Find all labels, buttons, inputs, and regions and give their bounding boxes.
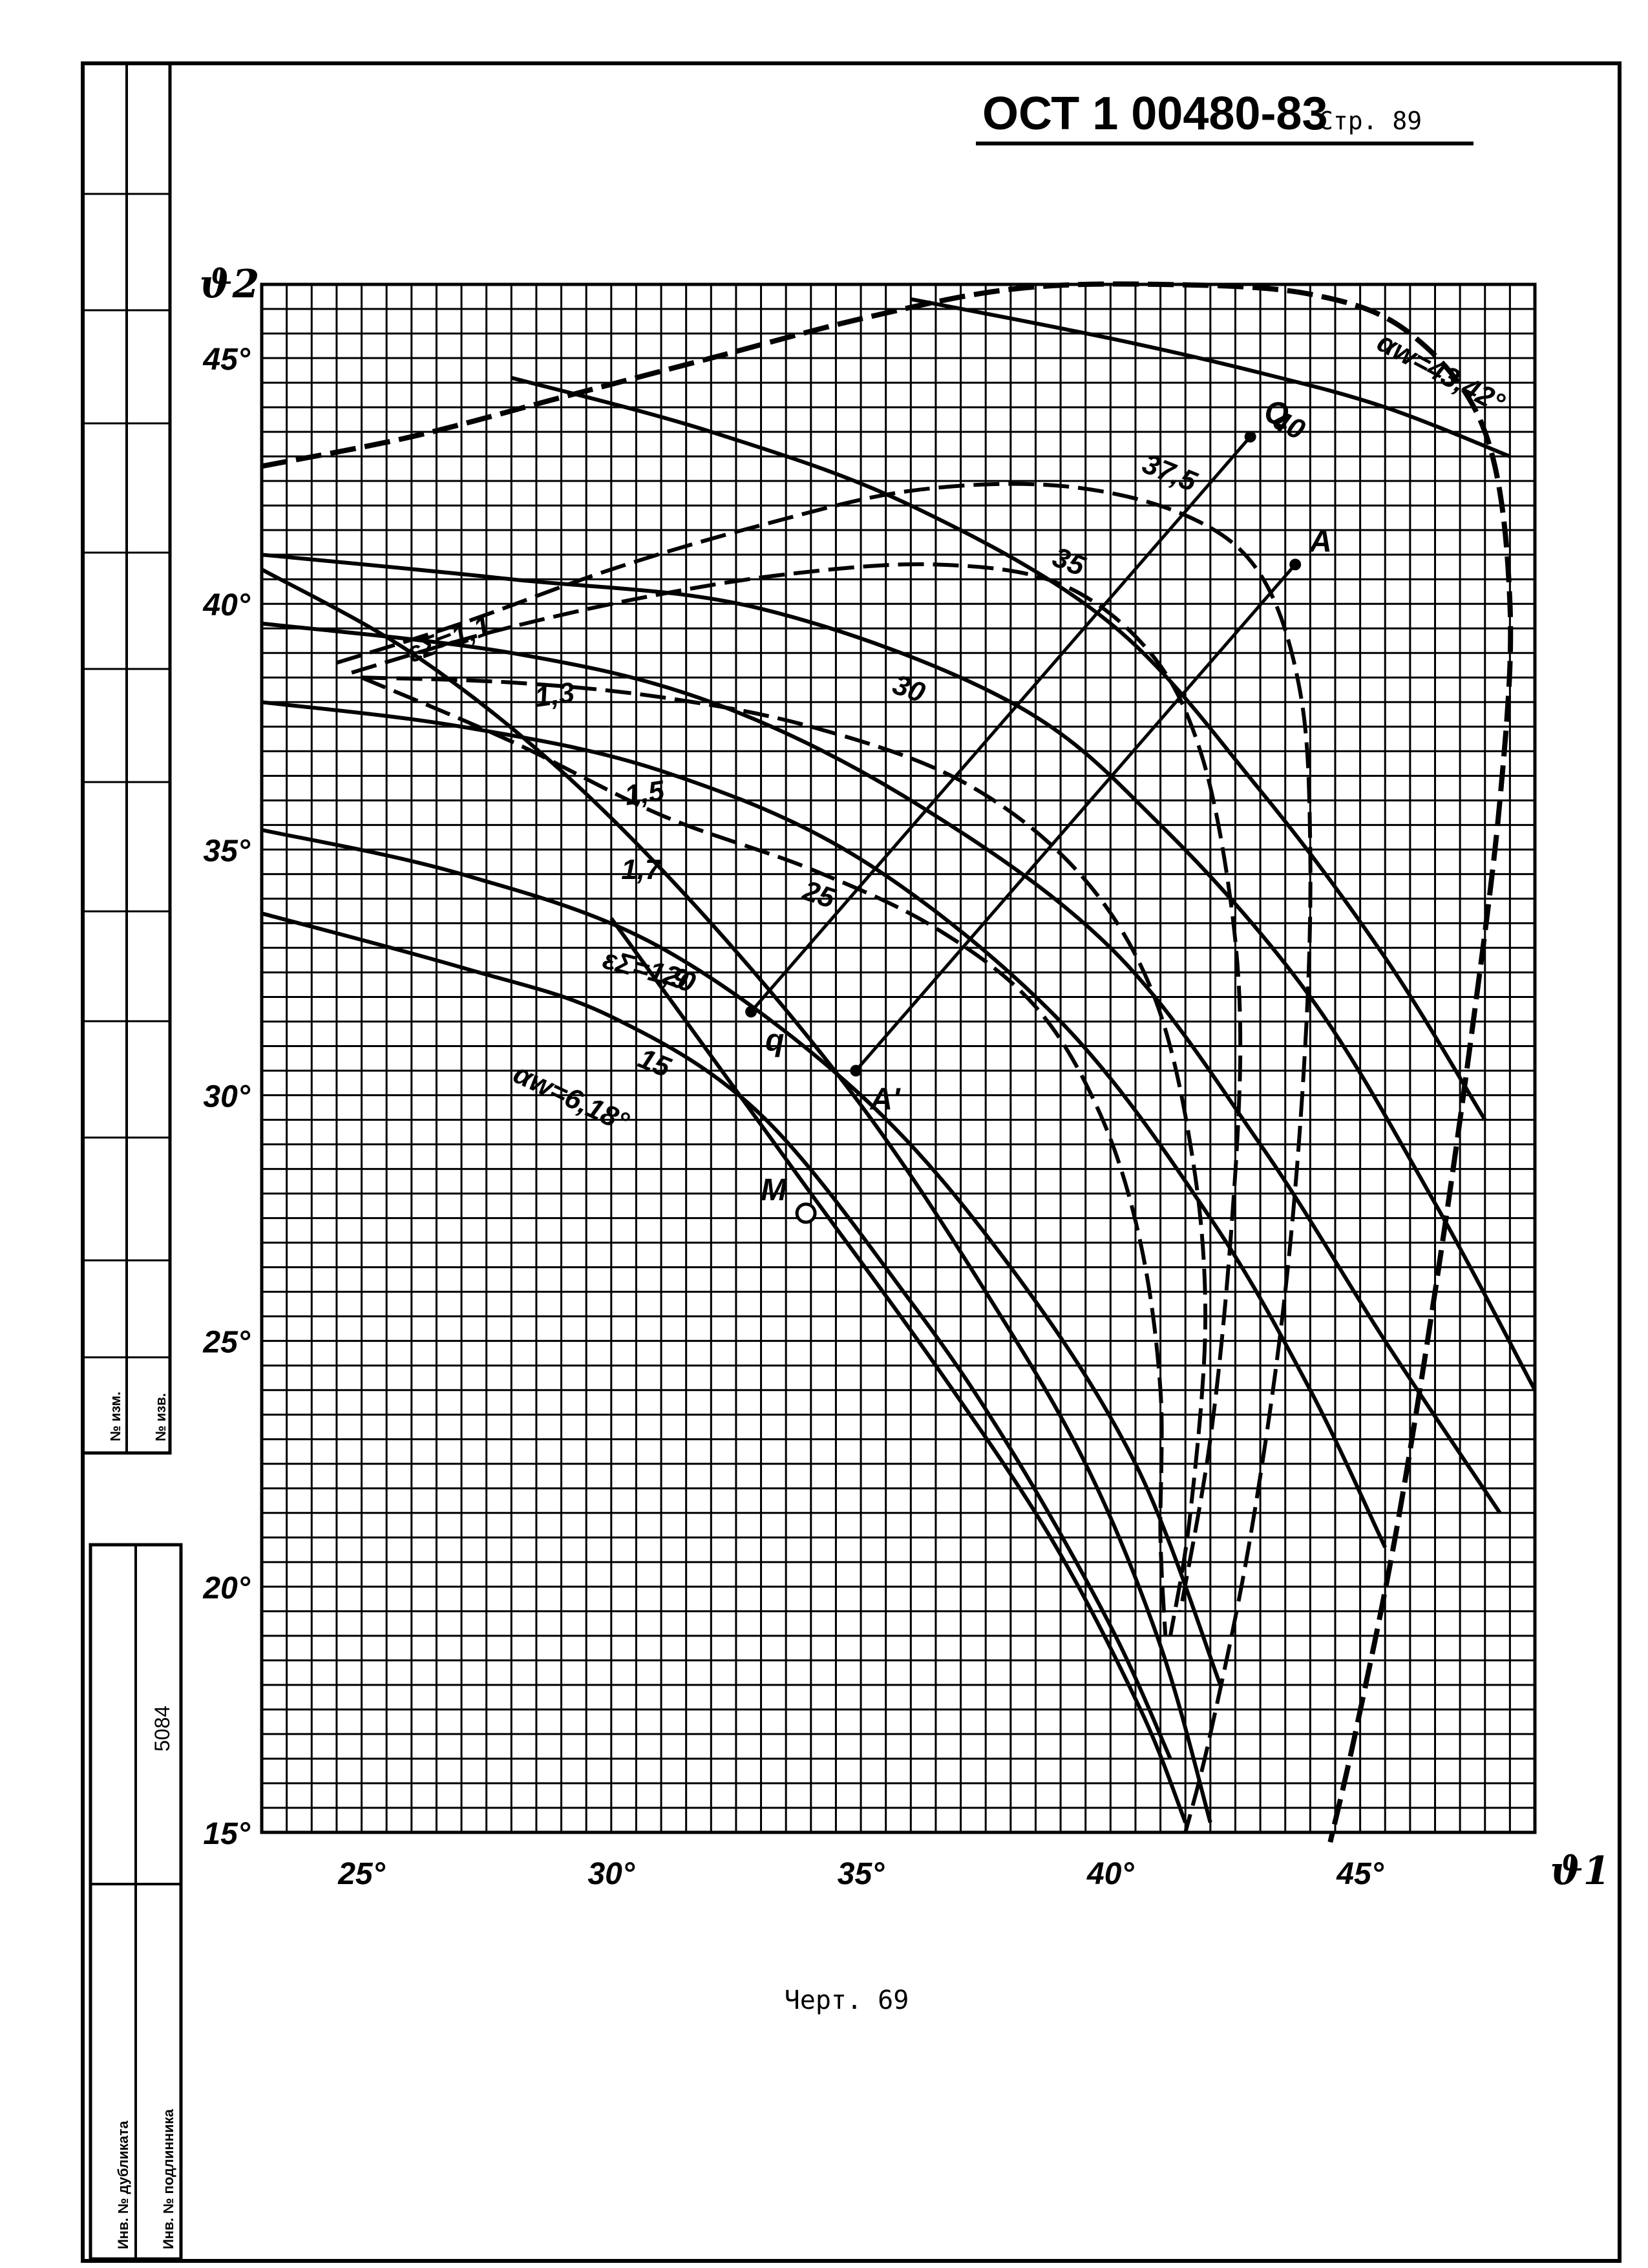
x-tick-label: 45° xyxy=(1336,1857,1384,1891)
alpha-curve xyxy=(261,553,1537,1392)
point-label: M xyxy=(761,1173,787,1207)
construction-line xyxy=(750,436,1252,1013)
alpha-curve xyxy=(261,911,1172,1760)
construction-line xyxy=(854,563,1297,1072)
sidebar-podl-label: Инв. № подлинника xyxy=(160,2109,176,2249)
point-marker xyxy=(795,1202,817,1224)
y-tick-label: 40° xyxy=(202,588,250,622)
figure-caption: Черт. 69 xyxy=(785,1986,909,2015)
page-background xyxy=(13,13,1635,2262)
point-label: A' xyxy=(869,1083,901,1117)
alpha-curve xyxy=(261,621,1502,1514)
chart-axes: 25° 30° 35° 40° 45° 15° 20° 25° 30° 35° 40° 45° ϑ1 ϑ2 xyxy=(200,262,1611,1894)
epsilon-curve xyxy=(261,281,1514,1843)
epsilon-curve xyxy=(336,482,1313,1833)
x-tick-label: 30° xyxy=(587,1857,635,1891)
x-tick-label: 35° xyxy=(838,1857,885,1891)
y-tick-label: 35° xyxy=(203,834,250,868)
point-label: q xyxy=(765,1023,784,1057)
alpha-curve xyxy=(609,917,1187,1823)
y-tick-label: 20° xyxy=(202,1571,250,1606)
sidebar-izv-label: № изв. xyxy=(153,1393,169,1441)
sidebar-izm-label: № изм. xyxy=(107,1392,123,1441)
point-label: Q xyxy=(1265,397,1289,431)
x-axis-label: ϑ1 xyxy=(1550,1849,1611,1894)
chart-series xyxy=(260,281,1537,1843)
alpha-curve xyxy=(261,828,1223,1686)
y-axis-label: ϑ2 xyxy=(200,262,260,307)
chart-grid xyxy=(260,283,1536,1834)
sidebar-number: 5084 xyxy=(151,1706,174,1752)
x-tick-label: 25° xyxy=(337,1857,385,1891)
epsilon-curve xyxy=(351,562,1243,1612)
page-number-label: Стр. 89 xyxy=(1318,107,1422,135)
alpha-curve xyxy=(910,297,1511,458)
sidebar-stamp: № изм. № изв. Инв. № дубликата Инв. № по… xyxy=(81,61,183,2261)
point-marker xyxy=(1244,430,1256,443)
epsilon-label: 1,7 xyxy=(621,854,662,885)
epsilon-label: 1,3 xyxy=(533,677,576,714)
y-tick-label: 25° xyxy=(202,1326,250,1360)
point-marker xyxy=(1289,558,1302,571)
x-tick-label: 40° xyxy=(1086,1857,1134,1891)
point-marker xyxy=(850,1065,862,1077)
standard-title: ОСТ 1 00480-83 xyxy=(982,88,1328,140)
epsilon-label: 1,5 xyxy=(623,775,667,812)
epsilon-curve xyxy=(361,675,1168,1637)
point-label: A xyxy=(1309,524,1332,558)
y-tick-label: 15° xyxy=(203,1817,250,1851)
y-tick-label: 30° xyxy=(203,1080,250,1114)
alpha-curve xyxy=(511,376,1487,1121)
epsilon-curve xyxy=(361,675,1208,1637)
plot-frame xyxy=(260,282,1537,1834)
sidebar-dubl-label: Инв. № дубликата xyxy=(115,2120,131,2249)
y-tick-label: 45° xyxy=(202,343,250,377)
alpha-curve xyxy=(260,567,1212,1823)
point-marker xyxy=(745,1006,757,1018)
